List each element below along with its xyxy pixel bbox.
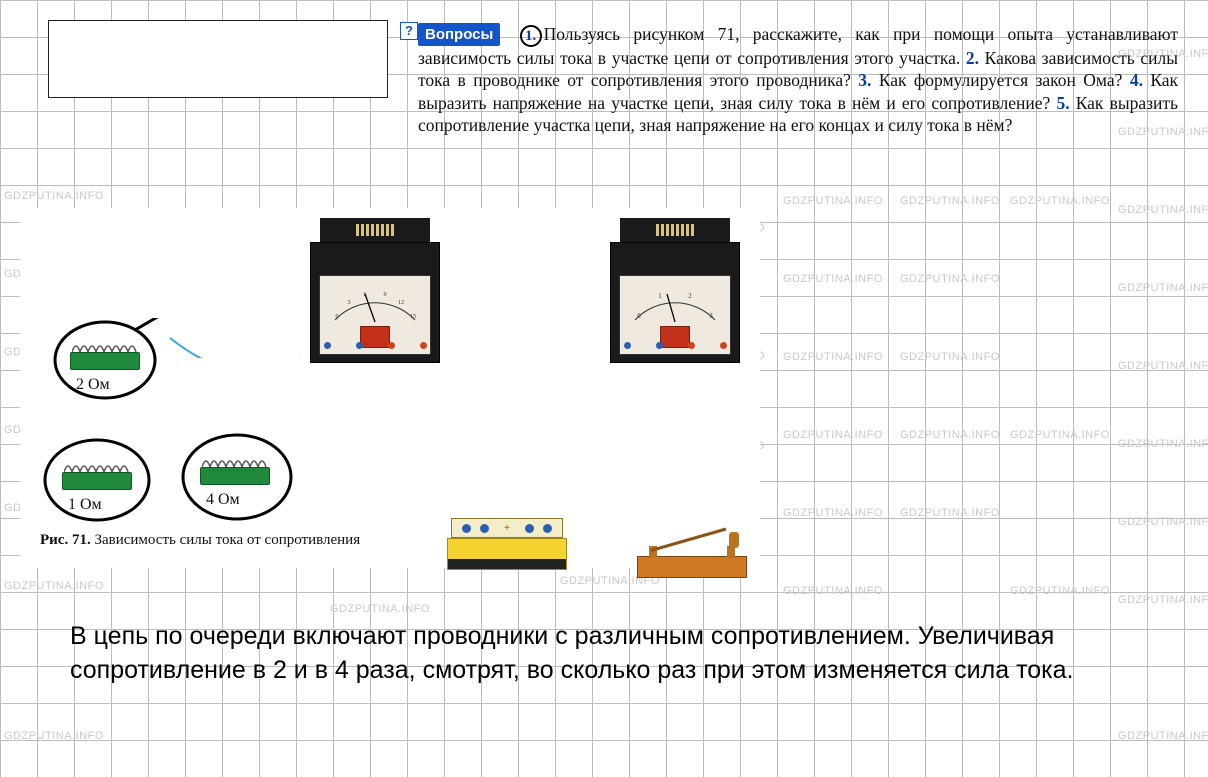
svg-text:15: 15 bbox=[410, 314, 416, 320]
resistor-label: 1 Ом bbox=[68, 496, 102, 514]
resistor-label: 4 Ом bbox=[206, 491, 240, 509]
question-number-2: 2. bbox=[966, 48, 979, 68]
svg-text:9: 9 bbox=[384, 292, 387, 298]
answer-text: В цепь по очереди включают проводники с … bbox=[70, 620, 1120, 688]
question-number-3: 3. bbox=[858, 70, 871, 90]
resistor-1ohm: 1 Ом bbox=[42, 438, 157, 530]
voltmeter: 0 3 6 9 12 15 V bbox=[310, 218, 440, 363]
figure-71: 0 3 6 9 12 15 V bbox=[20, 208, 760, 568]
svg-text:0: 0 bbox=[637, 312, 641, 320]
svg-text:12: 12 bbox=[398, 300, 404, 306]
svg-text:1: 1 bbox=[658, 292, 662, 300]
svg-text:3: 3 bbox=[709, 312, 713, 320]
questions-block: Вопросы 1.Пользуясь рисунком 71, расскаж… bbox=[418, 23, 1178, 137]
svg-text:0: 0 bbox=[336, 314, 339, 320]
resistor-4ohm: 4 Ом bbox=[180, 433, 295, 525]
blank-box bbox=[48, 20, 388, 98]
caption-text: Зависимость силы тока от сопротивления bbox=[94, 532, 360, 548]
battery: + bbox=[447, 518, 567, 570]
question-number-4: 4. bbox=[1130, 70, 1143, 90]
questions-badge: Вопросы bbox=[418, 23, 500, 46]
switch bbox=[637, 528, 747, 578]
resistor-label: 2 Ом bbox=[76, 376, 110, 394]
figure-caption: Рис. 71. Зависимость силы тока от сопрот… bbox=[40, 532, 360, 549]
caption-prefix: Рис. 71. bbox=[40, 532, 91, 548]
svg-text:3: 3 bbox=[348, 300, 351, 306]
question-number-5: 5. bbox=[1056, 93, 1069, 113]
question-number-1-circled: 1. bbox=[520, 25, 542, 47]
ammeter: 0 1 2 3 A bbox=[610, 218, 740, 363]
question-3-text: Как формулируется закон Ома? bbox=[879, 70, 1123, 90]
resistor-2ohm: 2 Ом bbox=[50, 318, 165, 410]
svg-text:2: 2 bbox=[688, 292, 692, 300]
